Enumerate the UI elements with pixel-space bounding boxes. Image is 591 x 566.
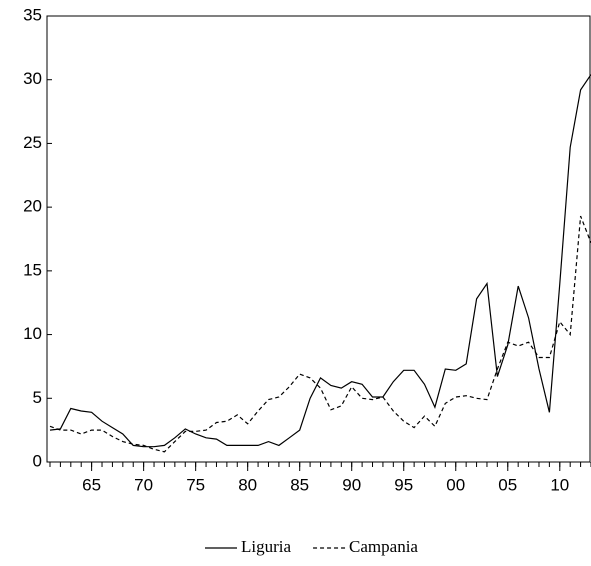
y-tick-label: 10 <box>23 324 42 343</box>
y-tick-label: 20 <box>23 197 42 216</box>
x-tick-label: 10 <box>550 475 569 494</box>
y-tick-label: 25 <box>23 133 42 152</box>
y-tick-label: 30 <box>23 69 42 88</box>
y-tick-label: 0 <box>33 451 42 470</box>
x-tick-label: 00 <box>446 475 465 494</box>
x-tick-label: 70 <box>134 475 153 494</box>
x-tick-label: 95 <box>394 475 413 494</box>
plot-frame <box>46 15 591 463</box>
legend-label: Campania <box>349 537 418 556</box>
legend-label: Liguria <box>241 537 291 556</box>
x-tick-label: 90 <box>342 475 361 494</box>
x-tick-label: 65 <box>82 475 101 494</box>
y-tick-label: 5 <box>33 388 42 407</box>
y-tick-label: 35 <box>23 5 42 24</box>
x-tick-label: 75 <box>186 475 205 494</box>
x-tick-label: 80 <box>238 475 257 494</box>
series-line <box>49 74 591 448</box>
x-tick-label: 05 <box>498 475 517 494</box>
series-line <box>49 215 591 453</box>
x-tick-label: 85 <box>290 475 309 494</box>
y-tick-label: 15 <box>23 260 42 279</box>
